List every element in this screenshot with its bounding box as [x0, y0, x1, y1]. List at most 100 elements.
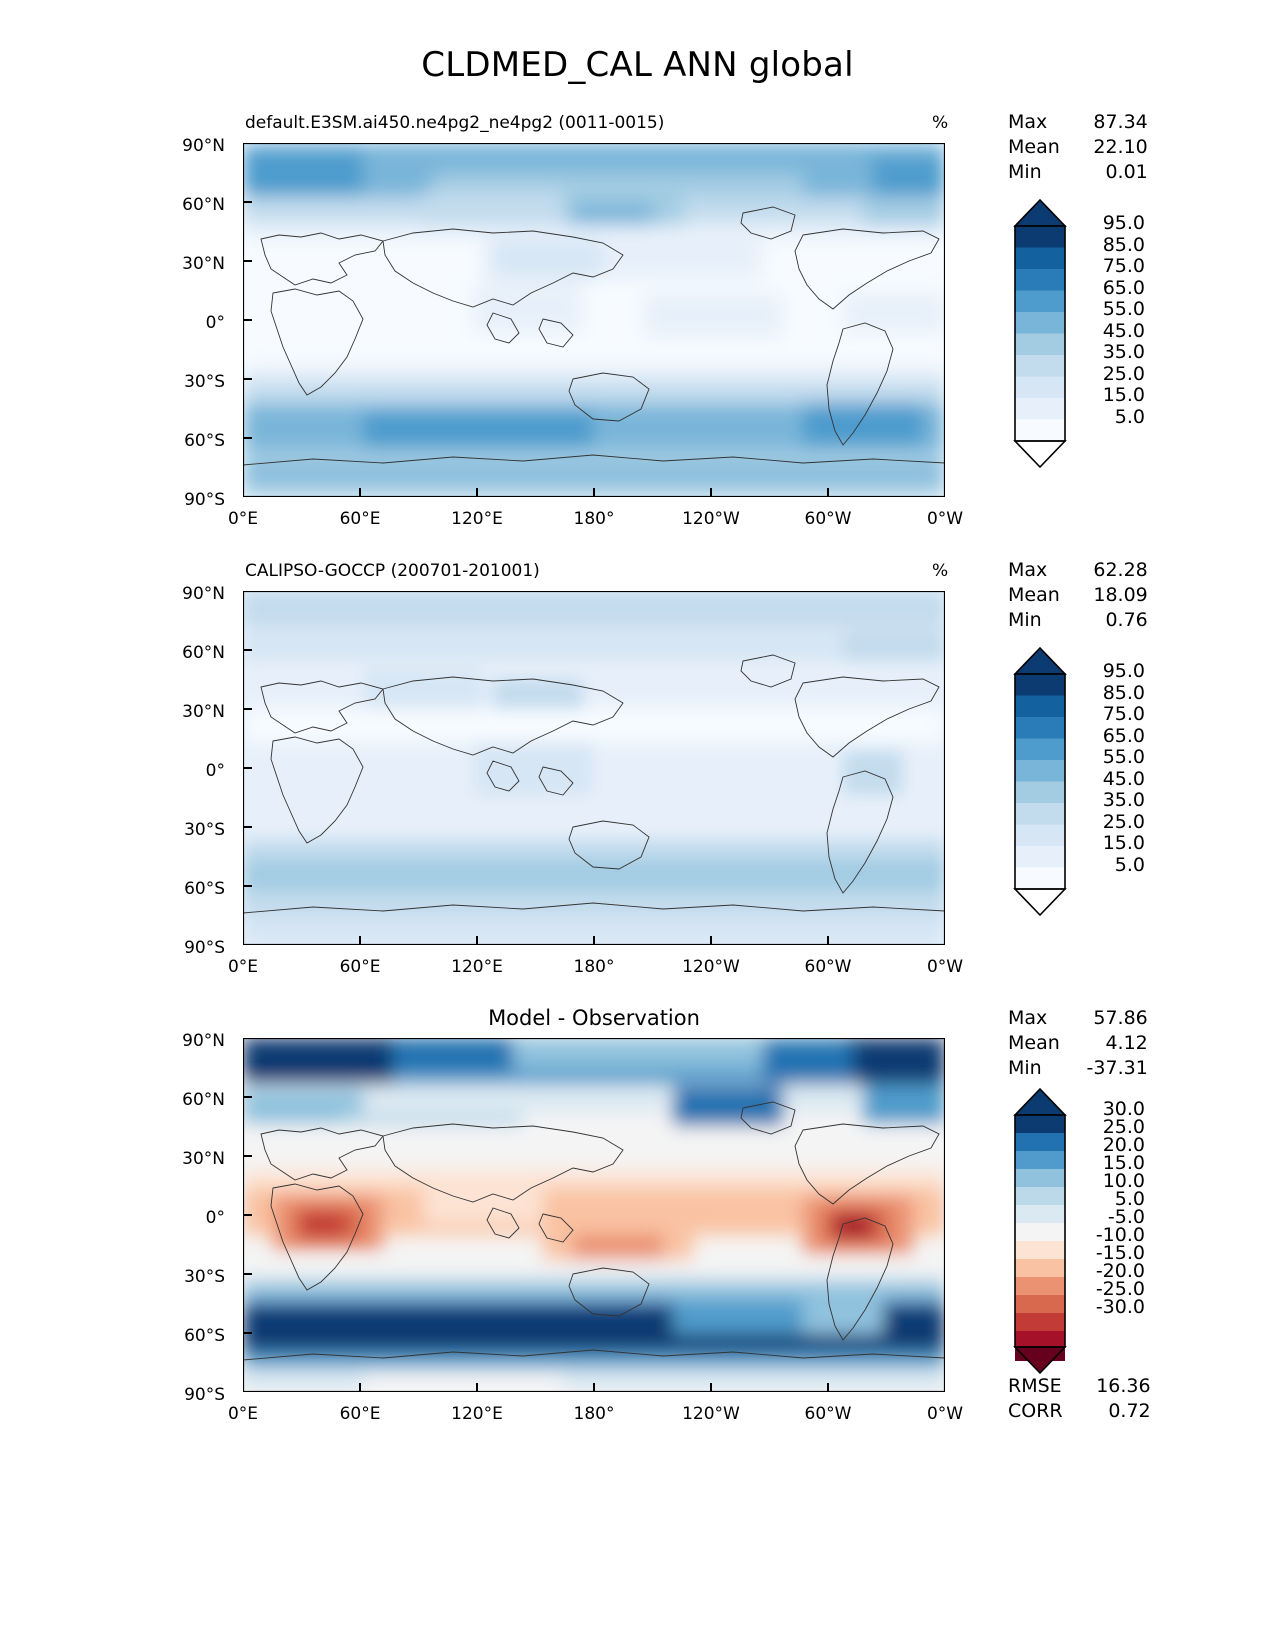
stat-value: 87.34 — [1093, 111, 1148, 133]
panel-observation-subtitle: CALIPSO-GOCCP (200701-201001) — [245, 561, 540, 581]
panel-difference-stats: Max 57.86 Mean 4.12 Min -37.31 — [1008, 1006, 1148, 1081]
xtick-60w-p3: 60°W — [804, 1404, 852, 1424]
colorbar-model-labels: 95.0 85.0 75.0 65.0 55.0 45.0 35.0 25.0 … — [1050, 212, 1145, 428]
panel-observation-units: % — [932, 561, 949, 581]
xtick-60e-p2: 60°E — [339, 957, 381, 977]
cb-label: 15.0 — [1102, 1152, 1145, 1174]
xtick-120w-p1: 120°W — [682, 509, 740, 529]
cb-label: 55.0 — [1102, 746, 1145, 768]
ytick-60s-p1: 60°S — [184, 431, 225, 451]
ytick-90s-p2: 90°S — [184, 938, 225, 958]
map-difference[interactable] — [243, 1038, 945, 1392]
xtick-0e-p2: 0°E — [227, 957, 259, 977]
panel-difference-metrics: RMSE 16.36 CORR 0.72 — [1008, 1374, 1151, 1424]
cb-label: 35.0 — [1102, 789, 1145, 811]
cb-label: 15.0 — [1102, 832, 1145, 854]
ytick-90n-p1: 90°N — [182, 136, 225, 156]
stat-label: Max — [1008, 559, 1048, 581]
stat-row: Min 0.01 — [1008, 160, 1148, 185]
cb-label: 25.0 — [1102, 362, 1145, 385]
xtick-120e-p2: 120°E — [451, 957, 503, 977]
stat-value: 4.12 — [1105, 1032, 1148, 1055]
cb-label: 5.0 — [1114, 853, 1145, 876]
cb-label: 65.0 — [1102, 276, 1145, 299]
stat-label: Mean — [1008, 584, 1060, 607]
ytick-30s-p2: 30°S — [184, 820, 225, 840]
ytick-60s-p3: 60°S — [184, 1326, 225, 1346]
stat-value: 57.86 — [1093, 1007, 1148, 1029]
colorbar-observation — [1011, 644, 1069, 919]
xtick-120e-p1: 120°E — [451, 509, 503, 529]
cb-label: 65.0 — [1102, 724, 1145, 747]
figure-title: CLDMED_CAL ANN global — [421, 45, 854, 85]
cb-label: 45.0 — [1102, 319, 1145, 342]
cb-label: 25.0 — [1102, 1116, 1145, 1138]
cb-label: -30.0 — [1095, 1296, 1145, 1318]
cb-label: -25.0 — [1095, 1278, 1145, 1300]
cb-label: -5.0 — [1107, 1206, 1145, 1228]
ytick-90n-p3: 90°N — [182, 1031, 225, 1051]
ytick-90s-p3: 90°S — [184, 1385, 225, 1405]
panel-observation-stats: Max 62.28 Mean 18.09 Min 0.76 — [1008, 558, 1148, 633]
xtick-60w-p2: 60°W — [804, 957, 852, 977]
colorbar-model — [1011, 196, 1069, 471]
stat-value: 22.10 — [1093, 136, 1148, 159]
cb-label: 5.0 — [1114, 405, 1145, 428]
xtick-60e-p3: 60°E — [339, 1404, 381, 1424]
metric-row: CORR 0.72 — [1008, 1399, 1151, 1424]
stat-row: Mean 18.09 — [1008, 583, 1148, 608]
colorbar-difference — [1011, 1085, 1069, 1375]
stat-row: Max 57.86 — [1008, 1006, 1148, 1031]
xtick-0w-p3: 0°W — [926, 1404, 964, 1424]
ytick-30s-p1: 30°S — [184, 372, 225, 392]
metric-row: RMSE 16.36 — [1008, 1374, 1151, 1399]
ytick-0-p1: 0° — [205, 313, 225, 333]
panel-model-subtitle: default.E3SM.ai450.ne4pg2_ne4pg2 (0011-0… — [245, 113, 665, 133]
stat-label: Min — [1008, 1057, 1042, 1080]
cb-label: 10.0 — [1102, 1170, 1145, 1192]
cb-label: -10.0 — [1095, 1224, 1145, 1246]
metric-label: CORR — [1008, 1400, 1063, 1423]
xtick-60e-p1: 60°E — [339, 509, 381, 529]
stat-value: 18.09 — [1093, 584, 1148, 607]
xtick-0w-p1: 0°W — [926, 509, 964, 529]
cb-label: 85.0 — [1102, 233, 1145, 256]
xtick-0w-p2: 0°W — [926, 957, 964, 977]
xtick-0e-p1: 0°E — [227, 509, 259, 529]
cb-label: 75.0 — [1102, 255, 1145, 277]
xtick-120w-p2: 120°W — [682, 957, 740, 977]
panel-difference-title: Model - Observation — [488, 1006, 700, 1030]
stat-row: Max 87.34 — [1008, 110, 1148, 135]
panel-model-units: % — [932, 113, 949, 133]
ytick-60n-p1: 60°N — [182, 195, 225, 215]
stat-row: Min -37.31 — [1008, 1056, 1148, 1081]
cb-label: 30.0 — [1102, 1098, 1145, 1120]
stat-value: -37.31 — [1086, 1057, 1148, 1080]
ytick-0-p2: 0° — [205, 761, 225, 781]
stat-label: Max — [1008, 111, 1048, 133]
xtick-60w-p1: 60°W — [804, 509, 852, 529]
map-observation[interactable] — [243, 591, 945, 945]
metric-value: 16.36 — [1096, 1375, 1151, 1397]
ytick-90s-p1: 90°S — [184, 490, 225, 510]
map-model[interactable] — [243, 143, 945, 497]
xtick-180-p3: 180° — [573, 1404, 615, 1424]
ytick-60n-p3: 60°N — [182, 1090, 225, 1110]
cb-label: 5.0 — [1114, 1188, 1145, 1210]
metric-label: RMSE — [1008, 1375, 1062, 1397]
cb-label: -20.0 — [1095, 1260, 1145, 1282]
stat-value: 0.01 — [1105, 161, 1148, 184]
ytick-30n-p2: 30°N — [182, 702, 225, 722]
cb-label: 95.0 — [1102, 660, 1145, 682]
ytick-30n-p3: 30°N — [182, 1149, 225, 1169]
cb-label: 25.0 — [1102, 810, 1145, 833]
xtick-120e-p3: 120°E — [451, 1404, 503, 1424]
stat-label: Min — [1008, 609, 1042, 632]
cb-label: 85.0 — [1102, 681, 1145, 704]
colorbar-difference-labels: 30.0 25.0 20.0 15.0 10.0 5.0 -5.0 -10.0 … — [1050, 1098, 1145, 1318]
cb-label: 45.0 — [1102, 767, 1145, 790]
ytick-90n-p2: 90°N — [182, 584, 225, 604]
stat-label: Mean — [1008, 136, 1060, 159]
cb-label: 75.0 — [1102, 703, 1145, 725]
colorbar-observation-labels: 95.0 85.0 75.0 65.0 55.0 45.0 35.0 25.0 … — [1050, 660, 1145, 876]
